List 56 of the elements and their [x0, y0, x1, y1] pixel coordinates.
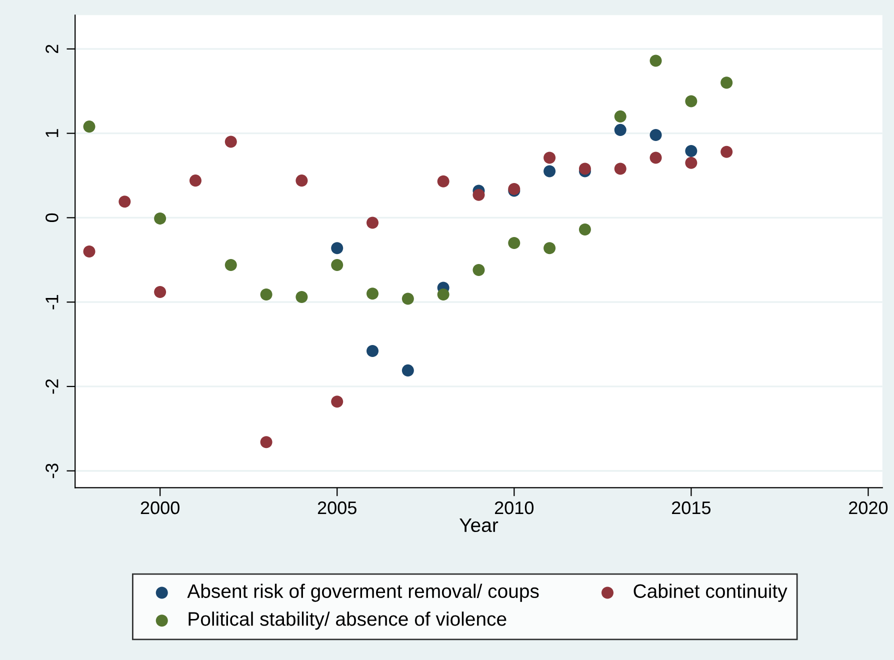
point	[83, 120, 96, 133]
y-tick-label: 1	[46, 129, 58, 137]
point	[331, 258, 344, 271]
x-axis-title: Year	[460, 518, 498, 532]
point	[650, 54, 662, 67]
point	[366, 345, 379, 358]
point	[508, 237, 520, 250]
point	[614, 124, 626, 136]
y-tick-label: 0	[46, 213, 58, 222]
point	[331, 396, 344, 408]
point	[720, 76, 733, 89]
legend-label: Political stability/ absence of violence	[188, 612, 506, 630]
point	[614, 162, 626, 175]
point	[685, 95, 698, 108]
y-tick-label: -2	[46, 379, 58, 394]
x-tick-label: 2015	[672, 501, 711, 514]
point	[578, 162, 591, 175]
point	[331, 242, 344, 254]
point	[154, 286, 166, 298]
point	[685, 145, 698, 158]
point	[260, 288, 272, 301]
point	[544, 242, 556, 254]
point	[720, 146, 733, 158]
point	[685, 156, 698, 169]
point	[260, 436, 272, 448]
legend-label: Absent risk of goverment removal/ coups	[187, 584, 539, 602]
point	[296, 174, 308, 187]
y-tick-label: 2	[46, 44, 58, 54]
point	[402, 364, 414, 376]
point	[472, 264, 485, 276]
x-tick-label: 2020	[849, 501, 888, 514]
y-tick-label: -3	[46, 464, 58, 478]
point	[189, 174, 202, 187]
point	[224, 258, 237, 271]
point	[614, 110, 626, 122]
point	[578, 224, 591, 236]
x-tick-label: 2000	[140, 501, 180, 514]
point	[83, 245, 96, 258]
y-tick-label: -1	[46, 294, 58, 310]
point	[437, 288, 450, 301]
point	[296, 291, 308, 304]
point	[224, 136, 237, 148]
point	[118, 196, 131, 208]
point	[544, 165, 556, 178]
point	[402, 292, 414, 305]
x-tick-label: 2010	[494, 501, 534, 514]
point	[154, 212, 166, 225]
point	[472, 188, 485, 201]
point	[650, 152, 662, 164]
point	[366, 288, 379, 300]
x-tick-label: 2005	[318, 501, 356, 514]
point	[437, 175, 450, 188]
point	[366, 216, 379, 229]
legend-label: Cabinet continuity	[634, 584, 788, 602]
point	[650, 128, 662, 142]
point	[544, 152, 556, 164]
